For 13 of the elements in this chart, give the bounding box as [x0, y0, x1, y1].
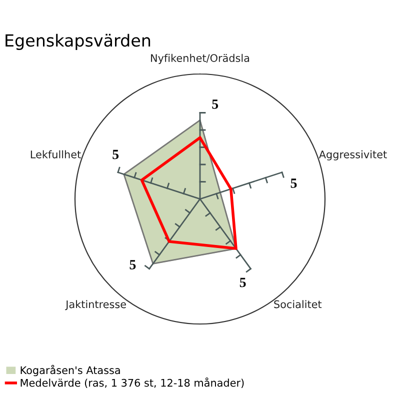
spoke-label: Jaktintresse [65, 300, 126, 310]
legend-label: Medelvärde (ras, 1 376 st, 12-18 månader) [20, 377, 244, 388]
spoke-label: Lekfullhet [30, 150, 81, 158]
text: 5 [240, 278, 246, 288]
spoke-label: Nyfikenhet/Orädsla [151, 54, 250, 64]
legend-label: Kogaråsen's Atassa [20, 364, 120, 376]
text: 5 [112, 150, 119, 160]
text: 5 [290, 178, 297, 188]
spoke-label: Socialitet [274, 300, 322, 308]
spoke-label: Aggressivitet [318, 150, 387, 160]
chart-title: Egenskapsvärden [6, 34, 150, 50]
text: 5 [130, 260, 136, 270]
text: 5 [212, 100, 218, 109]
